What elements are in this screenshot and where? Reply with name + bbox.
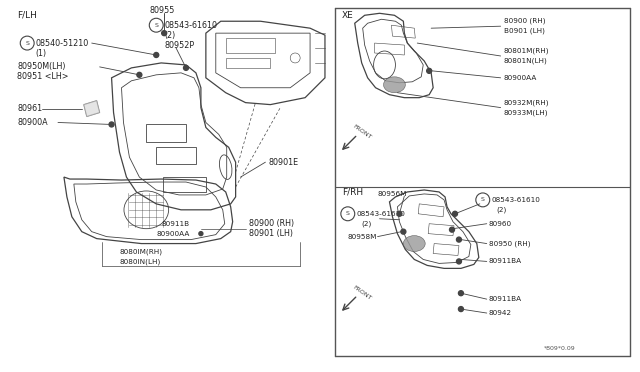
Text: 80952P: 80952P — [164, 41, 195, 49]
Circle shape — [401, 229, 406, 234]
Text: S: S — [25, 41, 29, 46]
Ellipse shape — [403, 235, 425, 251]
Text: F/LH: F/LH — [17, 11, 37, 20]
Circle shape — [199, 232, 203, 235]
Text: 80801M(RH): 80801M(RH) — [504, 48, 549, 54]
Text: 80900 (RH): 80900 (RH) — [248, 219, 294, 228]
Circle shape — [397, 211, 402, 216]
Text: 80955: 80955 — [149, 6, 175, 15]
Circle shape — [456, 259, 461, 264]
Text: 80951 <LH>: 80951 <LH> — [17, 72, 68, 81]
Text: *809*0.09: *809*0.09 — [543, 346, 575, 351]
Text: 80900 (RH): 80900 (RH) — [504, 18, 545, 25]
Text: 80911BA: 80911BA — [489, 296, 522, 302]
Text: 80801N(LH): 80801N(LH) — [504, 58, 547, 64]
Text: (2): (2) — [362, 221, 372, 227]
Text: 80958M: 80958M — [348, 234, 377, 240]
Text: S: S — [154, 23, 158, 28]
Text: 8080IN(LH): 8080IN(LH) — [120, 258, 161, 265]
Text: 80961: 80961 — [17, 104, 42, 113]
Text: S: S — [481, 198, 484, 202]
Text: (1): (1) — [35, 48, 46, 58]
Circle shape — [109, 122, 114, 127]
Text: 80901 (LH): 80901 (LH) — [248, 229, 292, 238]
Circle shape — [137, 73, 142, 77]
Circle shape — [154, 52, 159, 57]
Text: 08543-61610: 08543-61610 — [164, 21, 217, 30]
Text: 80942: 80942 — [489, 310, 512, 316]
Text: 80900A: 80900A — [17, 118, 48, 127]
Circle shape — [449, 227, 454, 232]
Circle shape — [184, 65, 189, 70]
Polygon shape — [84, 101, 100, 116]
Text: 80901E: 80901E — [268, 158, 298, 167]
Text: FRONT: FRONT — [352, 124, 372, 140]
Text: 80911B: 80911B — [161, 221, 189, 227]
Text: S: S — [346, 211, 349, 216]
Ellipse shape — [383, 77, 405, 93]
Circle shape — [458, 307, 463, 312]
Text: (2): (2) — [164, 31, 175, 40]
Text: 80950 (RH): 80950 (RH) — [489, 240, 530, 247]
Text: B0901 (LH): B0901 (LH) — [504, 28, 545, 35]
Text: 80911BA: 80911BA — [489, 259, 522, 264]
Text: 80900AA: 80900AA — [504, 75, 537, 81]
Text: 80933M(LH): 80933M(LH) — [504, 109, 548, 116]
Text: 80960: 80960 — [489, 221, 512, 227]
Circle shape — [452, 211, 458, 216]
Text: (2): (2) — [497, 206, 507, 213]
Text: 08543-61610: 08543-61610 — [492, 197, 541, 203]
Text: 8080IM(RH): 8080IM(RH) — [120, 248, 163, 255]
Text: XE: XE — [342, 11, 353, 20]
Text: 08540-51210: 08540-51210 — [35, 39, 88, 48]
Circle shape — [458, 291, 463, 296]
Text: 80956M: 80956M — [378, 191, 407, 197]
Circle shape — [162, 31, 166, 36]
Text: FRONT: FRONT — [352, 285, 372, 301]
Text: F/RH: F/RH — [342, 187, 363, 196]
Text: 08543-61610: 08543-61610 — [356, 211, 406, 217]
Text: 80950M(LH): 80950M(LH) — [17, 62, 66, 71]
Text: 80900AA: 80900AA — [156, 231, 189, 237]
Circle shape — [456, 237, 461, 242]
Circle shape — [427, 68, 431, 73]
Text: 80932M(RH): 80932M(RH) — [504, 99, 549, 106]
